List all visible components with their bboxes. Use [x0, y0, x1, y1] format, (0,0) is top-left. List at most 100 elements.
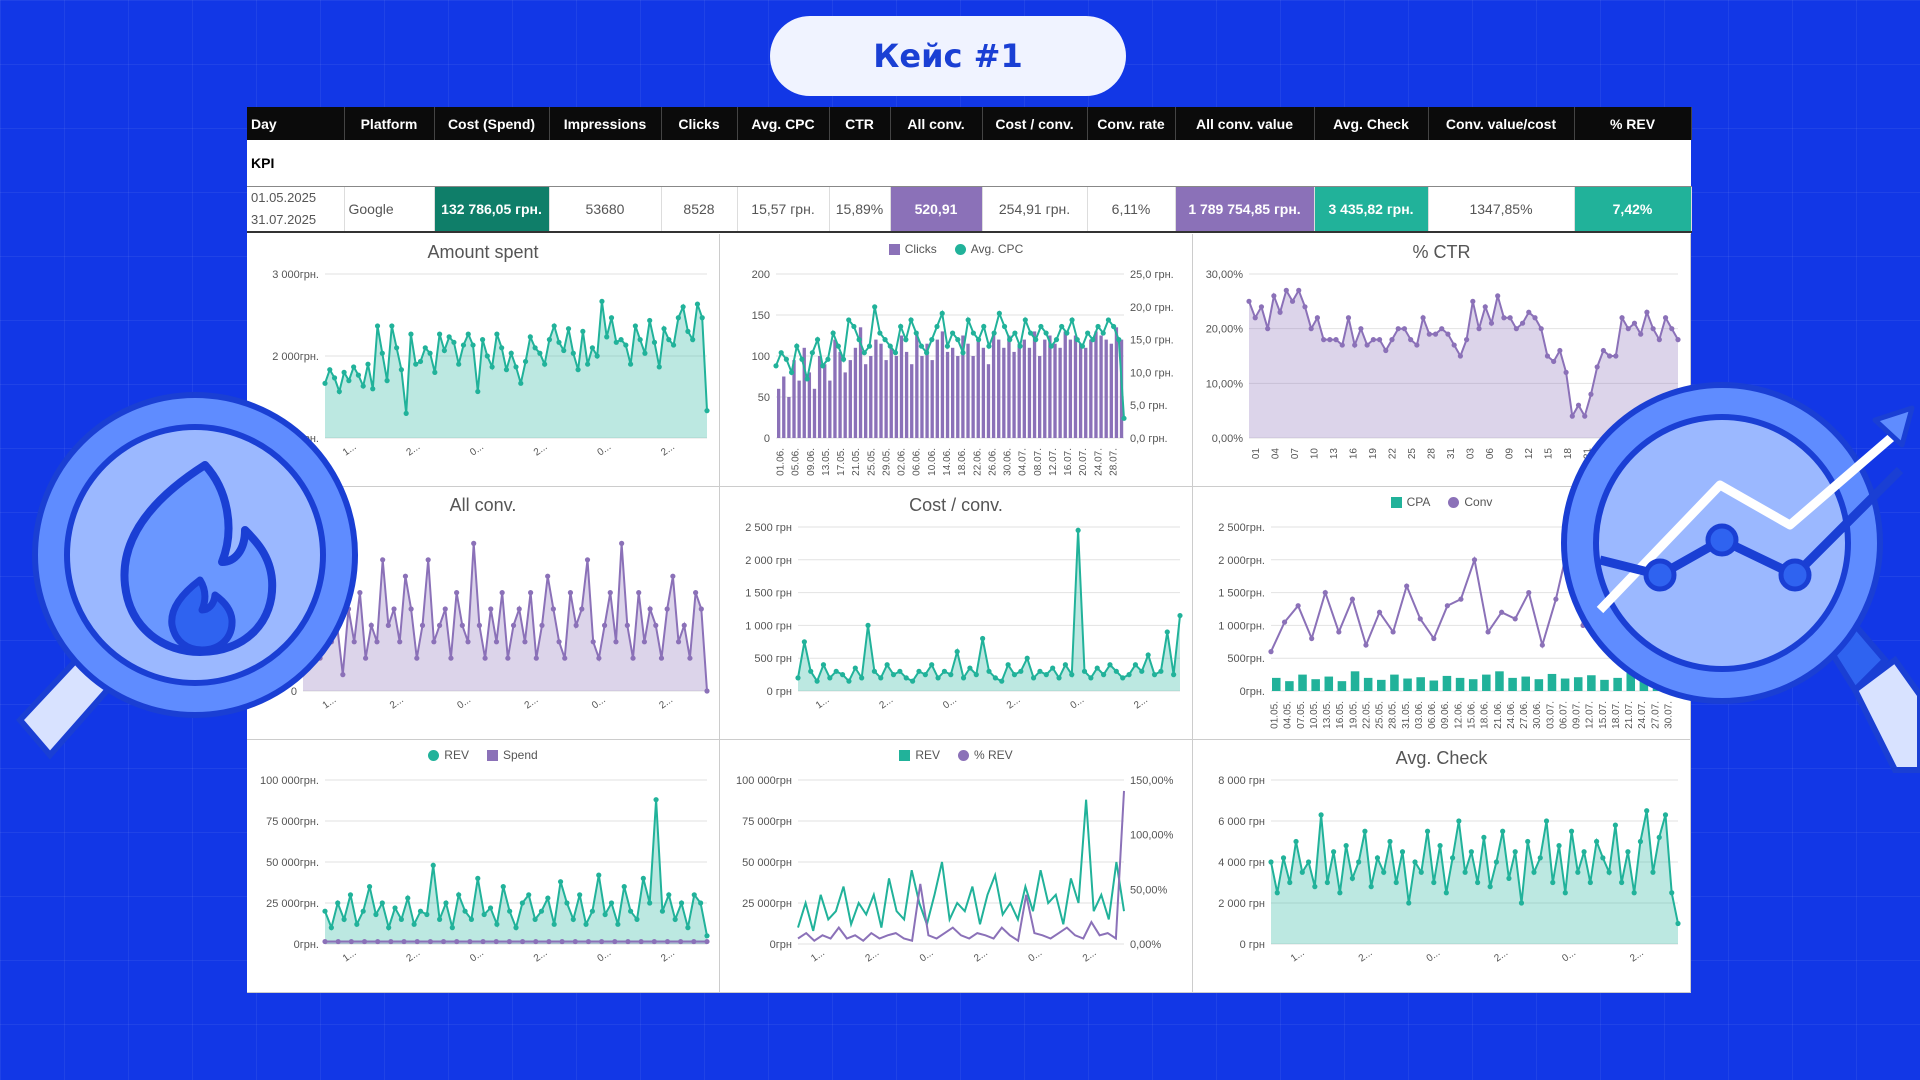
data-point	[351, 364, 357, 370]
x-tick-label: 2...	[1357, 947, 1375, 964]
chart-title: % CTR	[1412, 242, 1471, 262]
data-point	[1431, 635, 1437, 642]
column-header[interactable]: Cost (Spend)	[434, 107, 550, 140]
data-point	[690, 337, 696, 343]
bar	[1416, 677, 1425, 691]
data-point	[1094, 665, 1100, 671]
data-point	[1395, 326, 1401, 332]
data-point	[1644, 808, 1650, 814]
data-point	[589, 908, 595, 914]
bar	[956, 356, 960, 438]
data-point	[1011, 672, 1018, 678]
data-point	[1038, 323, 1044, 330]
data-point	[1295, 603, 1301, 609]
data-point	[440, 938, 447, 945]
series-area	[325, 799, 707, 944]
y-tick-label: 150	[752, 310, 770, 322]
data-point	[1074, 337, 1080, 343]
column-header[interactable]: All conv. value	[1175, 107, 1315, 140]
bar	[1063, 331, 1067, 438]
data-point	[618, 337, 624, 343]
x-tick-label: 2...	[657, 694, 675, 711]
data-point	[602, 911, 608, 918]
data-point	[1007, 337, 1013, 343]
data-point	[430, 862, 436, 868]
x-tick-label: 2...	[532, 947, 550, 964]
y-tick-label: 2 000грн.	[272, 351, 319, 363]
bar	[971, 356, 975, 438]
bar	[858, 327, 863, 438]
column-header[interactable]: Day	[247, 107, 345, 140]
data-point	[545, 573, 551, 579]
x-tick-label: 2...	[659, 947, 677, 964]
column-header[interactable]: Platform	[344, 107, 435, 140]
trend-chart-icon	[1596, 405, 1915, 614]
data-point	[1675, 337, 1681, 343]
legend-item: Clicks	[888, 242, 937, 256]
data-point	[599, 298, 605, 304]
x-tick-label: 01.06.	[776, 448, 787, 476]
bar	[879, 343, 883, 438]
data-point	[414, 938, 420, 945]
legend-item: % REV	[958, 748, 1013, 762]
data-point	[1030, 675, 1037, 681]
x-tick-label: 2...	[878, 694, 896, 711]
data-point	[651, 938, 657, 945]
x-tick-label: 30.07.	[1663, 701, 1674, 729]
column-header[interactable]: Avg. Check	[1314, 107, 1429, 140]
chart-clicks-cpc: 200 150 100 50 0 25,0 грн. 20,0 грн. 15,0 грн. 1…	[720, 234, 1193, 487]
data-point	[698, 606, 704, 612]
data-point	[897, 668, 903, 674]
data-point	[1462, 869, 1468, 875]
data-point	[417, 908, 424, 914]
column-header[interactable]: Cost / conv.	[982, 107, 1088, 140]
x-tick-label: 04.05.	[1283, 701, 1294, 729]
data-point	[908, 317, 914, 323]
data-point	[678, 938, 684, 945]
data-point	[820, 662, 827, 668]
data-point	[1543, 818, 1550, 824]
date-end: 31.07.2025	[251, 211, 317, 227]
data-point	[1431, 879, 1437, 886]
x-tick-label: 24.07.	[1093, 448, 1104, 476]
bar	[1560, 678, 1570, 691]
column-header[interactable]: Clicks	[661, 107, 738, 140]
x-tick-label: 17.05.	[836, 448, 847, 476]
data-point	[1412, 859, 1418, 865]
column-header[interactable]: Impressions	[549, 107, 662, 140]
data-point	[454, 938, 460, 945]
data-point	[1001, 323, 1008, 330]
data-point	[436, 622, 443, 628]
data-point	[991, 330, 997, 336]
chart-legend: Clicks Avg. CPC	[720, 242, 1192, 256]
bar	[925, 343, 929, 438]
x-tick-label: 2...	[1005, 694, 1023, 711]
y-tick-label: 2 000 грн	[745, 555, 792, 567]
bar	[817, 356, 822, 438]
column-header[interactable]: CTR	[829, 107, 891, 140]
bar	[787, 397, 791, 438]
data-point	[596, 655, 602, 661]
bar	[1048, 335, 1052, 438]
column-header[interactable]: Conv. rate	[1087, 107, 1176, 140]
legend-label: Clicks	[904, 242, 937, 256]
data-point	[1562, 890, 1568, 896]
x-tick-label: 10.05.	[1309, 701, 1320, 729]
data-point	[965, 317, 971, 323]
chart-svg: 3 000грн.2 000грн.1 000грн.1...2...0...2…	[272, 269, 710, 458]
x-tick-label: 25.05.	[1375, 701, 1386, 729]
data-point	[1079, 343, 1086, 349]
column-header[interactable]: Conv. value/cost	[1428, 107, 1575, 140]
data-point	[1537, 855, 1543, 861]
column-header[interactable]: Avg. CPC	[737, 107, 830, 140]
bar	[848, 360, 852, 438]
column-header[interactable]: % REV	[1574, 107, 1692, 140]
data-point	[1606, 869, 1612, 875]
data-point	[898, 323, 904, 330]
legend-label: % REV	[974, 748, 1013, 762]
column-header[interactable]: All conv.	[890, 107, 983, 140]
magnifier-flame-icon	[15, 392, 358, 760]
kpi-label: KPI	[247, 140, 1691, 187]
data-point	[462, 908, 468, 914]
data-point	[1656, 834, 1662, 840]
